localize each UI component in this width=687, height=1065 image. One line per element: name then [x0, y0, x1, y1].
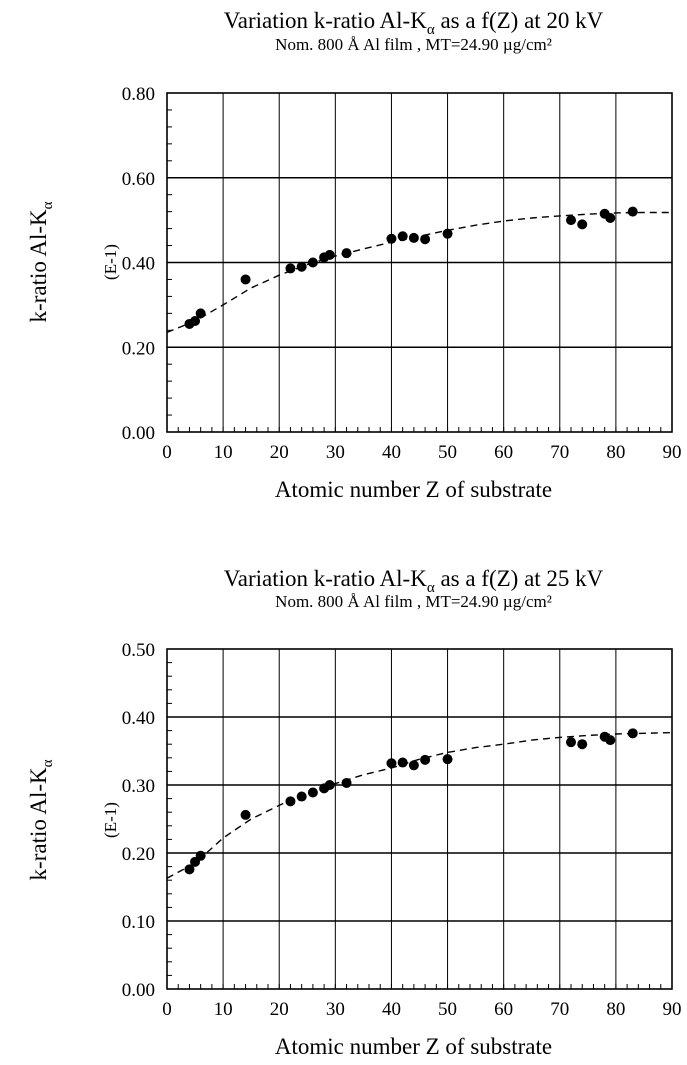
y-tick-label: 0.20	[122, 844, 155, 865]
data-point	[285, 796, 296, 807]
chart-subtitle: Nom. 800 Å Al film , MT=24.90 µg/cm²	[275, 592, 552, 611]
data-point	[420, 754, 431, 765]
x-tick-label: 60	[494, 442, 513, 463]
x-tick-label: 70	[550, 999, 569, 1020]
data-point	[627, 206, 638, 217]
data-point	[195, 850, 206, 861]
y-tick-label: 0.40	[122, 708, 155, 729]
y-axis-label: k-ratio Al-Kα	[26, 759, 56, 880]
x-tick-label: 50	[438, 442, 457, 463]
data-point	[442, 228, 453, 239]
x-tick-label: 50	[438, 999, 457, 1020]
x-axis-label: Atomic number Z of substrate	[275, 1034, 552, 1059]
y-axis-label: k-ratio Al-Kα	[26, 201, 56, 322]
data-point	[341, 777, 352, 788]
data-point	[408, 760, 419, 771]
data-point	[566, 737, 576, 748]
chart-2: Variation k-ratio Al-Kα as a f(Z) at 25 …	[26, 566, 682, 1059]
fit-curve	[166, 211, 672, 334]
x-tick-label: 10	[214, 999, 233, 1020]
x-tick-label: 30	[326, 442, 345, 463]
data-point	[386, 758, 397, 769]
data-point	[195, 308, 206, 319]
y-tick-label: 0.40	[122, 254, 155, 275]
data-point	[605, 213, 616, 224]
x-tick-label: 0	[162, 999, 172, 1020]
data-point	[307, 787, 318, 798]
chart-title: Variation k-ratio Al-Kα as a f(Z) at 20 …	[224, 8, 604, 38]
y-tick-label: 0.30	[122, 776, 155, 797]
plot-frame	[166, 648, 673, 990]
data-point	[566, 215, 576, 226]
x-tick-label: 40	[382, 999, 401, 1020]
y-tick-label: 0.60	[122, 169, 155, 190]
chart-1: Variation k-ratio Al-Kα as a f(Z) at 20 …	[26, 8, 682, 502]
data-point	[408, 232, 419, 243]
x-tick-label: 0	[162, 442, 172, 463]
data-point	[296, 791, 307, 802]
x-tick-label: 30	[326, 999, 345, 1020]
y-tick-label: 0.00	[122, 423, 155, 444]
y-tick-label: 0.80	[122, 84, 155, 105]
data-point	[420, 234, 431, 245]
data-point	[307, 257, 318, 268]
chart-title: Variation k-ratio Al-Kα as a f(Z) at 25 …	[224, 566, 604, 596]
y-axis-unit: (E-1)	[101, 802, 120, 838]
x-axis-label: Atomic number Z of substrate	[275, 477, 552, 502]
data-point	[397, 231, 408, 242]
chart-subtitle: Nom. 800 Å Al film , MT=24.90 µg/cm²	[275, 35, 552, 54]
x-tick-label: 80	[606, 442, 625, 463]
y-tick-label: 0.00	[122, 980, 155, 1001]
data-point	[296, 261, 307, 272]
y-tick-label: 0.50	[122, 640, 155, 661]
x-tick-label: 80	[606, 999, 625, 1020]
data-point	[240, 274, 251, 285]
data-point	[240, 809, 251, 820]
data-point	[605, 735, 616, 746]
x-tick-label: 20	[270, 442, 289, 463]
y-tick-label: 0.10	[122, 912, 155, 933]
data-point	[386, 233, 397, 244]
y-axis-unit: (E-1)	[101, 244, 120, 280]
fit-curve	[166, 731, 673, 879]
x-tick-label: 90	[663, 442, 682, 463]
data-point	[184, 864, 195, 875]
data-point	[397, 757, 408, 768]
data-point	[285, 263, 296, 274]
data-point	[190, 315, 201, 326]
data-point	[341, 248, 352, 259]
y-tick-label: 0.20	[122, 338, 155, 359]
data-point	[324, 780, 335, 790]
x-tick-label: 60	[494, 999, 513, 1020]
x-tick-label: 90	[663, 999, 682, 1020]
data-point	[577, 219, 588, 230]
x-tick-label: 40	[382, 442, 401, 463]
data-point	[442, 754, 453, 765]
data-point	[324, 249, 335, 260]
data-point	[627, 728, 638, 739]
x-tick-label: 20	[270, 999, 289, 1020]
x-tick-label: 10	[214, 442, 233, 463]
x-tick-label: 70	[550, 442, 569, 463]
data-point	[577, 739, 588, 750]
